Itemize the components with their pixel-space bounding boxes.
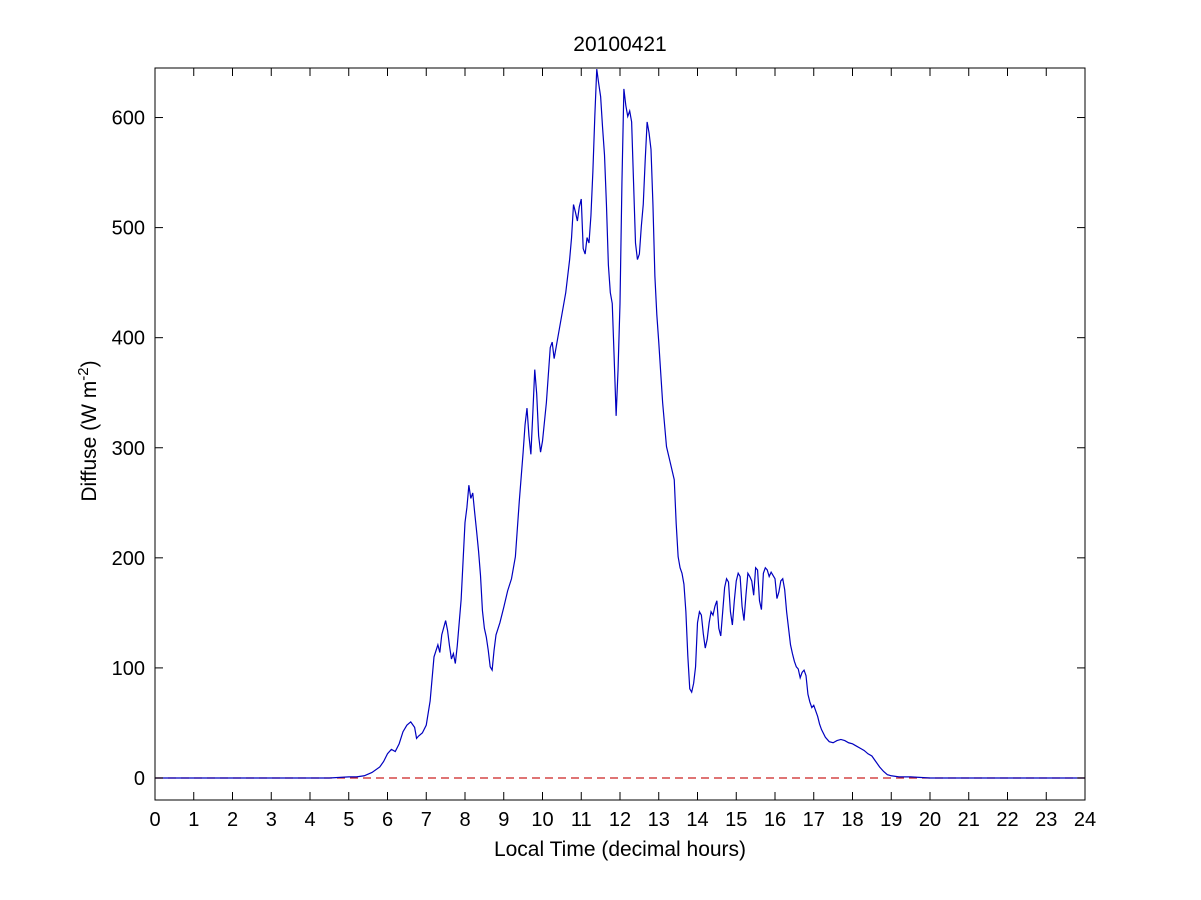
chart-title: 20100421 bbox=[573, 33, 667, 56]
x-tick-label: 4 bbox=[304, 809, 315, 831]
x-tick-label: 21 bbox=[958, 809, 980, 831]
y-axis-label-main: Diffuse (W m bbox=[78, 380, 101, 502]
x-tick-label: 20 bbox=[919, 809, 941, 831]
x-tick-label: 23 bbox=[1035, 809, 1057, 831]
x-tick-label: 12 bbox=[609, 809, 631, 831]
x-tick-label: 24 bbox=[1074, 809, 1096, 831]
x-tick-label: 18 bbox=[841, 809, 863, 831]
x-tick-label: 13 bbox=[648, 809, 670, 831]
x-tick-label: 6 bbox=[382, 809, 393, 831]
x-tick-label: 19 bbox=[880, 809, 902, 831]
y-tick-label: 200 bbox=[112, 548, 145, 570]
y-tick-label: 600 bbox=[112, 108, 145, 130]
axes-box bbox=[154, 67, 1086, 801]
x-tick-label: 14 bbox=[686, 809, 708, 831]
x-tick-label: 3 bbox=[266, 809, 277, 831]
y-tick-label: 0 bbox=[134, 768, 145, 790]
y-tick-label: 500 bbox=[112, 218, 145, 240]
x-tick-label: 16 bbox=[764, 809, 786, 831]
y-axis-label: Diffuse (W m-2) bbox=[75, 301, 101, 561]
y-axis-label-superscript: -2 bbox=[75, 367, 92, 381]
x-tick-label: 11 bbox=[571, 809, 592, 831]
y-tick-label: 400 bbox=[112, 328, 145, 350]
x-tick-label: 10 bbox=[531, 809, 553, 831]
x-tick-label: 22 bbox=[996, 809, 1018, 831]
series-diffuse-irradiance bbox=[155, 69, 1085, 779]
x-tick-label: 8 bbox=[459, 809, 470, 831]
x-tick-label: 2 bbox=[227, 809, 238, 831]
x-tick-label: 9 bbox=[498, 809, 509, 831]
x-tick-label: 15 bbox=[725, 809, 747, 831]
y-tick-label: 100 bbox=[112, 658, 145, 680]
y-tick-label: 300 bbox=[112, 438, 145, 460]
x-tick-label: 17 bbox=[803, 809, 825, 831]
x-tick-label: 7 bbox=[421, 809, 432, 831]
y-axis-label-end: ) bbox=[78, 360, 101, 368]
x-tick-label: 0 bbox=[149, 809, 160, 831]
x-tick-label: 5 bbox=[343, 809, 354, 831]
x-axis-label: Local Time (decimal hours) bbox=[493, 838, 747, 861]
x-tick-label: 1 bbox=[188, 809, 199, 831]
